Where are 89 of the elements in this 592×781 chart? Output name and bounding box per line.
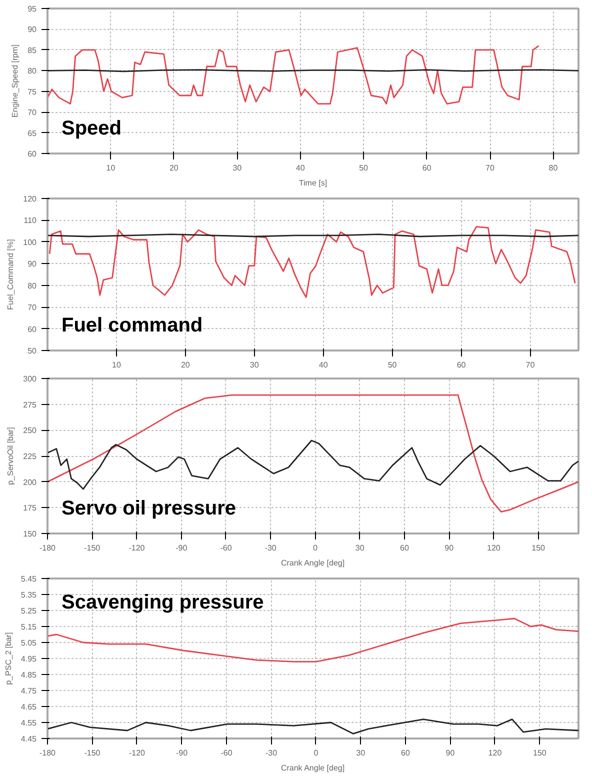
y-tick-label: 60 — [28, 324, 38, 334]
x-tick-label: 60 — [422, 164, 432, 172]
line-series — [48, 618, 578, 662]
x-tick-label: 40 — [318, 360, 328, 370]
x-tick-label: 20 — [180, 360, 190, 370]
x-axis-title: Time [s] — [298, 178, 328, 188]
y-axis-title: Engine_Speed [rpm] — [10, 44, 20, 118]
x-tick-label: -180 — [39, 748, 56, 758]
line-series — [48, 718, 578, 734]
y-axis-title: p_ServoOil [bar] — [6, 427, 16, 485]
y-tick-label: 90 — [28, 260, 38, 269]
line-series — [48, 226, 576, 298]
x-tick-label: 120 — [488, 748, 502, 758]
line-series — [48, 45, 540, 104]
x-tick-label: -120 — [128, 748, 146, 758]
x-tick-label: -60 — [220, 544, 232, 552]
x-tick-label: 150 — [533, 748, 547, 758]
x-tick-label: -180 — [39, 544, 56, 552]
y-tick-label: 120 — [23, 194, 38, 204]
y-tick-label: 5.25 — [20, 606, 38, 616]
y-tick-label: 4.45 — [20, 734, 38, 744]
y-tick-label: 4.55 — [20, 718, 38, 728]
y-tick-label: 5.15 — [20, 622, 38, 632]
x-tick-label: 30 — [355, 544, 365, 552]
y-tick-label: 85 — [28, 46, 38, 55]
x-tick-label: 0 — [314, 748, 319, 758]
x-tick-label: -30 — [264, 544, 277, 552]
y-axis-title: Fuel_Command [%] — [6, 239, 16, 310]
x-axis-title: Crank Angle [deg] — [280, 764, 345, 772]
y-tick-label: 4.75 — [20, 686, 38, 696]
y-tick-label: 4.95 — [20, 654, 38, 664]
text: Scavenging pressure — [62, 592, 264, 614]
y-tick-label: 80 — [28, 66, 38, 76]
y-tick-label: 110 — [24, 216, 38, 226]
y-tick-label: 95 — [28, 4, 38, 14]
x-tick-label: 50 — [388, 360, 398, 370]
text: Servo oil pressure — [62, 498, 236, 520]
y-tick-label: 80 — [28, 281, 38, 290]
text: Fuel command — [62, 314, 203, 336]
y-tick-label: 250 — [23, 426, 38, 436]
line-series — [48, 440, 578, 490]
x-tick-label: 80 — [548, 164, 558, 172]
y-tick-label: 70 — [28, 108, 38, 118]
x-tick-label: 60 — [401, 748, 410, 758]
x-tick-label: -90 — [176, 544, 188, 552]
y-tick-label: 225 — [23, 452, 38, 461]
x-tick-label: 60 — [456, 360, 466, 370]
x-tick-label: 20 — [169, 164, 179, 172]
y-tick-label: 300 — [23, 374, 38, 384]
x-tick-label: 150 — [532, 544, 546, 552]
y-tick-label: 175 — [23, 504, 38, 513]
x-tick-label: -120 — [128, 544, 146, 552]
x-tick-label: 30 — [232, 164, 242, 172]
y-tick-label: 4.65 — [20, 702, 38, 712]
x-tick-label: 0 — [313, 544, 318, 552]
x-tick-label: -150 — [84, 748, 101, 758]
y-tick-label: 5.35 — [20, 590, 38, 600]
x-tick-label: 50 — [359, 164, 369, 172]
x-tick-label: 70 — [526, 360, 536, 370]
y-tick-label: 90 — [28, 25, 38, 34]
x-tick-label: 70 — [486, 164, 495, 172]
x-tick-label: -90 — [176, 748, 188, 758]
x-tick-label: 90 — [446, 748, 456, 758]
y-tick-label: 70 — [28, 303, 38, 312]
y-tick-label: 4.85 — [20, 670, 38, 680]
y-tick-label: 5.05 — [20, 638, 38, 648]
x-tick-label: 30 — [356, 748, 366, 758]
text: Speed — [62, 118, 122, 140]
x-tick-label: 120 — [487, 544, 501, 552]
y-axis-title: p_PSC_2 [bar] — [4, 632, 13, 685]
y-tick-label: 75 — [28, 87, 38, 96]
x-tick-label: 90 — [444, 544, 454, 552]
y-tick-label: 50 — [28, 346, 38, 356]
y-tick-label: 60 — [28, 150, 38, 158]
x-tick-label: 60 — [400, 544, 410, 552]
x-axis-title: Crank Angle [deg] — [280, 558, 345, 568]
x-tick-label: -150 — [84, 544, 101, 552]
y-tick-label: 275 — [23, 400, 38, 410]
x-tick-label: -30 — [265, 748, 278, 758]
y-tick-label: 65 — [28, 128, 38, 138]
y-tick-label: 150 — [23, 530, 38, 538]
x-tick-label: 40 — [296, 164, 306, 172]
x-tick-label: -60 — [220, 748, 233, 758]
x-tick-label: 10 — [106, 164, 116, 172]
y-tick-label: 5.45 — [20, 574, 38, 584]
x-tick-label: 10 — [112, 360, 122, 370]
x-tick-label: 30 — [250, 360, 260, 370]
y-tick-label: 200 — [23, 478, 38, 487]
y-tick-label: 100 — [23, 238, 38, 247]
